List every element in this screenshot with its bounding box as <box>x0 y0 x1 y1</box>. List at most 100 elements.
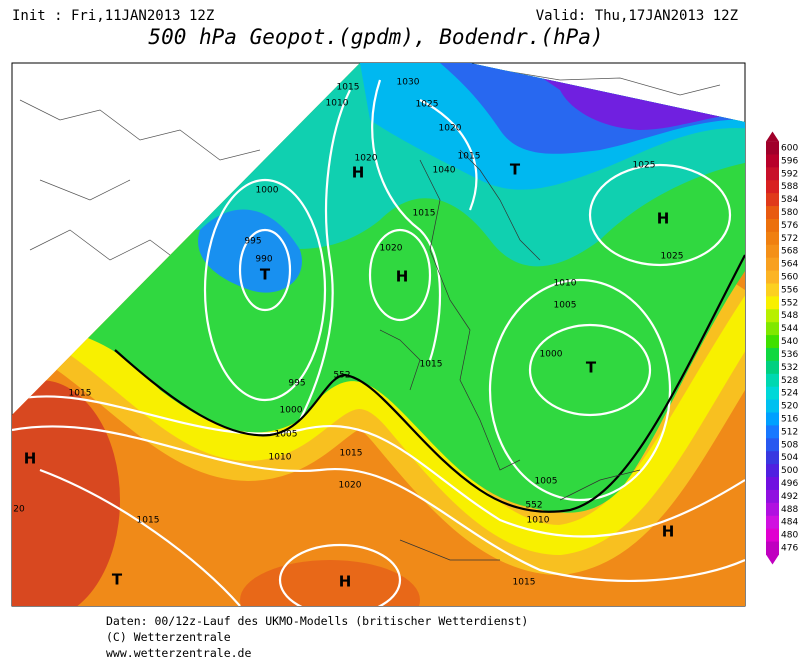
colorbar-tick-label: 584 <box>781 195 798 205</box>
isobar-label: 990 <box>255 255 272 265</box>
isobar-label: 1010 <box>269 453 292 463</box>
colorbar-tick-label: 592 <box>781 169 798 179</box>
isobar-label: 1005 <box>275 430 298 440</box>
map-labels: 1015 1030 1010 1025 1020 1015 1020 1040 1000 1015… <box>13 78 683 591</box>
isobar-label: 1020 <box>439 124 462 134</box>
colorbar-cell <box>766 360 779 375</box>
isobar-label: 1000 <box>280 406 303 416</box>
pressure-center: H <box>662 523 675 541</box>
isobar-label: 1015 <box>420 360 443 370</box>
colorbar-tick-label: 544 <box>781 324 798 334</box>
isobar-label: 1015 <box>340 449 363 459</box>
isobar-label: 552 <box>525 501 542 511</box>
isobar-label: 995 <box>288 379 305 389</box>
colorbar-tick-label: 476 <box>781 544 798 554</box>
colorbar-cell <box>766 528 779 543</box>
colorbar-cell <box>766 541 779 555</box>
colorbar-cell <box>766 451 779 465</box>
isobar-label: 1040 <box>433 166 456 176</box>
colorbar-cell <box>766 283 779 297</box>
colorbar-cell <box>766 309 779 323</box>
colorbar-tick-label: 528 <box>781 376 798 386</box>
colorbar-cell <box>766 257 779 272</box>
isobar-label: 1010 <box>554 279 577 289</box>
isobar-label: 20 <box>13 505 25 515</box>
pressure-center: H <box>24 450 37 468</box>
pressure-center: T <box>260 266 271 284</box>
colorbar-cell <box>766 180 779 194</box>
colorbar-cell <box>766 141 779 155</box>
isobar-label: 1020 <box>380 244 403 254</box>
coastlines <box>379 149 641 561</box>
colorbar-cell <box>766 489 779 504</box>
contours <box>12 79 745 606</box>
isobar-label: 1025 <box>661 252 684 262</box>
colorbar-tick-label: 516 <box>781 414 798 424</box>
colorbar-cell <box>766 438 779 452</box>
colorbar-cap <box>766 554 779 565</box>
colorbar-cell <box>766 206 779 220</box>
colorbar: 600 596 592 588 584 580 576 572 568 564 560 556 552 5… <box>766 131 798 565</box>
map: 1015 1030 1010 1025 1020 1015 1020 1040 1000 1015… <box>11 62 746 607</box>
footer-line: (C) Wetterzentrale <box>106 630 231 644</box>
colorbar-cell <box>766 502 779 517</box>
isobar-label: 1015 <box>69 389 92 399</box>
colorbar-cap <box>766 131 779 142</box>
isobar-label: 1010 <box>527 516 550 526</box>
colorbar-tick-label: 496 <box>781 479 798 489</box>
map-title: 500 hPa Geopot.(gpdm), Bodendr.(hPa) <box>148 25 603 49</box>
pressure-center: T <box>586 359 597 377</box>
isobar-label: 1030 <box>397 78 420 88</box>
colorbar-tick-label: 588 <box>781 182 798 192</box>
colorbar-cell <box>766 296 779 310</box>
init-time: Init : Fri,11JAN2013 12Z <box>12 8 214 24</box>
colorbar-tick-label: 540 <box>781 337 798 347</box>
colorbar-tick-label: 596 <box>781 156 798 166</box>
colorbar-cell <box>766 425 779 439</box>
colorbar-tick-label: 512 <box>781 427 798 437</box>
colorbar-cell <box>766 348 779 362</box>
isobar-label: 552 <box>333 371 350 381</box>
colorbar-cell <box>766 399 779 414</box>
pressure-center: H <box>352 164 365 182</box>
colorbar-cell <box>766 244 779 259</box>
colorbar-tick-label: 564 <box>781 260 798 270</box>
colorbar-cell <box>766 373 779 388</box>
colorbar-tick-label: 492 <box>781 492 798 502</box>
colorbar-tick-label: 536 <box>781 350 798 360</box>
colorbar-cell <box>766 386 779 401</box>
colorbar-tick-label: 552 <box>781 298 798 308</box>
isobar-label: 1015 <box>337 83 360 93</box>
colorbar-cell <box>766 218 779 233</box>
isobar-label: 1010 <box>326 99 349 109</box>
isobar-label: 1015 <box>137 516 160 526</box>
valid-time: Valid: Thu,17JAN2013 12Z <box>536 8 738 24</box>
colorbar-tick-label: 488 <box>781 505 798 515</box>
colorbar-tick-label: 484 <box>781 518 798 528</box>
coastlines-outside <box>19 69 721 271</box>
isobar-label: 1015 <box>413 209 436 219</box>
colorbar-tick-label: 480 <box>781 531 798 541</box>
colorbar-cell <box>766 154 779 168</box>
colorbar-cell <box>766 477 779 491</box>
colorbar-tick-label: 508 <box>781 440 798 450</box>
colorbar-cell <box>766 231 779 246</box>
pressure-center: H <box>396 268 409 286</box>
colorbar-cell <box>766 515 779 530</box>
footer-line: Daten: 00/12z-Lauf des UKMO-Modells (bri… <box>106 614 528 628</box>
colorbar-cell <box>766 322 779 336</box>
isobar-label: 1000 <box>256 186 279 196</box>
colorbar-tick-label: 576 <box>781 221 798 231</box>
colorbar-tick-label: 568 <box>781 247 798 257</box>
pressure-center: H <box>339 573 352 591</box>
colorbar-tick-label: 600 <box>781 144 798 154</box>
isobar-label: 1000 <box>540 350 563 360</box>
footer-line: www.wetterzentrale.de <box>106 646 251 660</box>
isobar-label: 1020 <box>339 481 362 491</box>
colorbar-tick-label: 560 <box>781 273 798 283</box>
pressure-center: T <box>112 571 123 589</box>
colorbar-cell <box>766 464 779 478</box>
colorbar-tick-label: 504 <box>781 453 798 463</box>
colorbar-cell <box>766 335 779 349</box>
